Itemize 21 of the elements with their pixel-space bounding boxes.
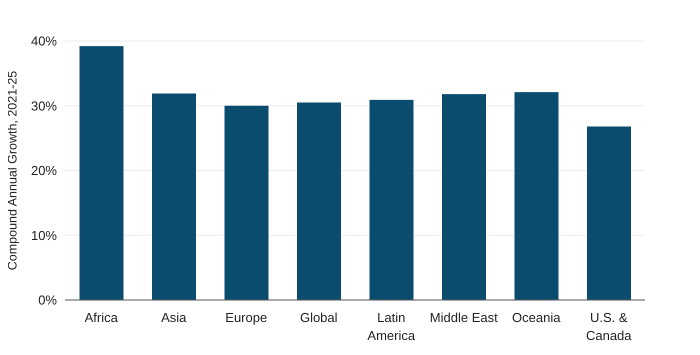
bar (370, 100, 414, 300)
y-tick-label: 30% (30, 98, 58, 114)
x-tick-label: Africa (84, 310, 119, 325)
bar (297, 102, 341, 300)
bar (442, 94, 486, 300)
x-tick-label: Asia (161, 310, 188, 325)
y-tick-label: 40% (30, 34, 58, 49)
y-tick-label: 0% (38, 292, 58, 308)
bar (514, 92, 558, 300)
x-tick-label: Europe (225, 310, 268, 325)
y-tick-label: 10% (30, 228, 58, 243)
x-tick-label: Latin America (367, 310, 416, 343)
bar (587, 126, 631, 300)
bar (80, 46, 124, 300)
x-tick-label: Oceania (512, 310, 562, 325)
x-tick-label: U.S. & Canada (586, 310, 632, 343)
y-tick-label: 20% (30, 163, 58, 178)
x-tick-label: Middle East (430, 310, 498, 325)
x-tick-label: Global (300, 310, 338, 325)
bar (224, 106, 268, 300)
bar (152, 93, 196, 300)
